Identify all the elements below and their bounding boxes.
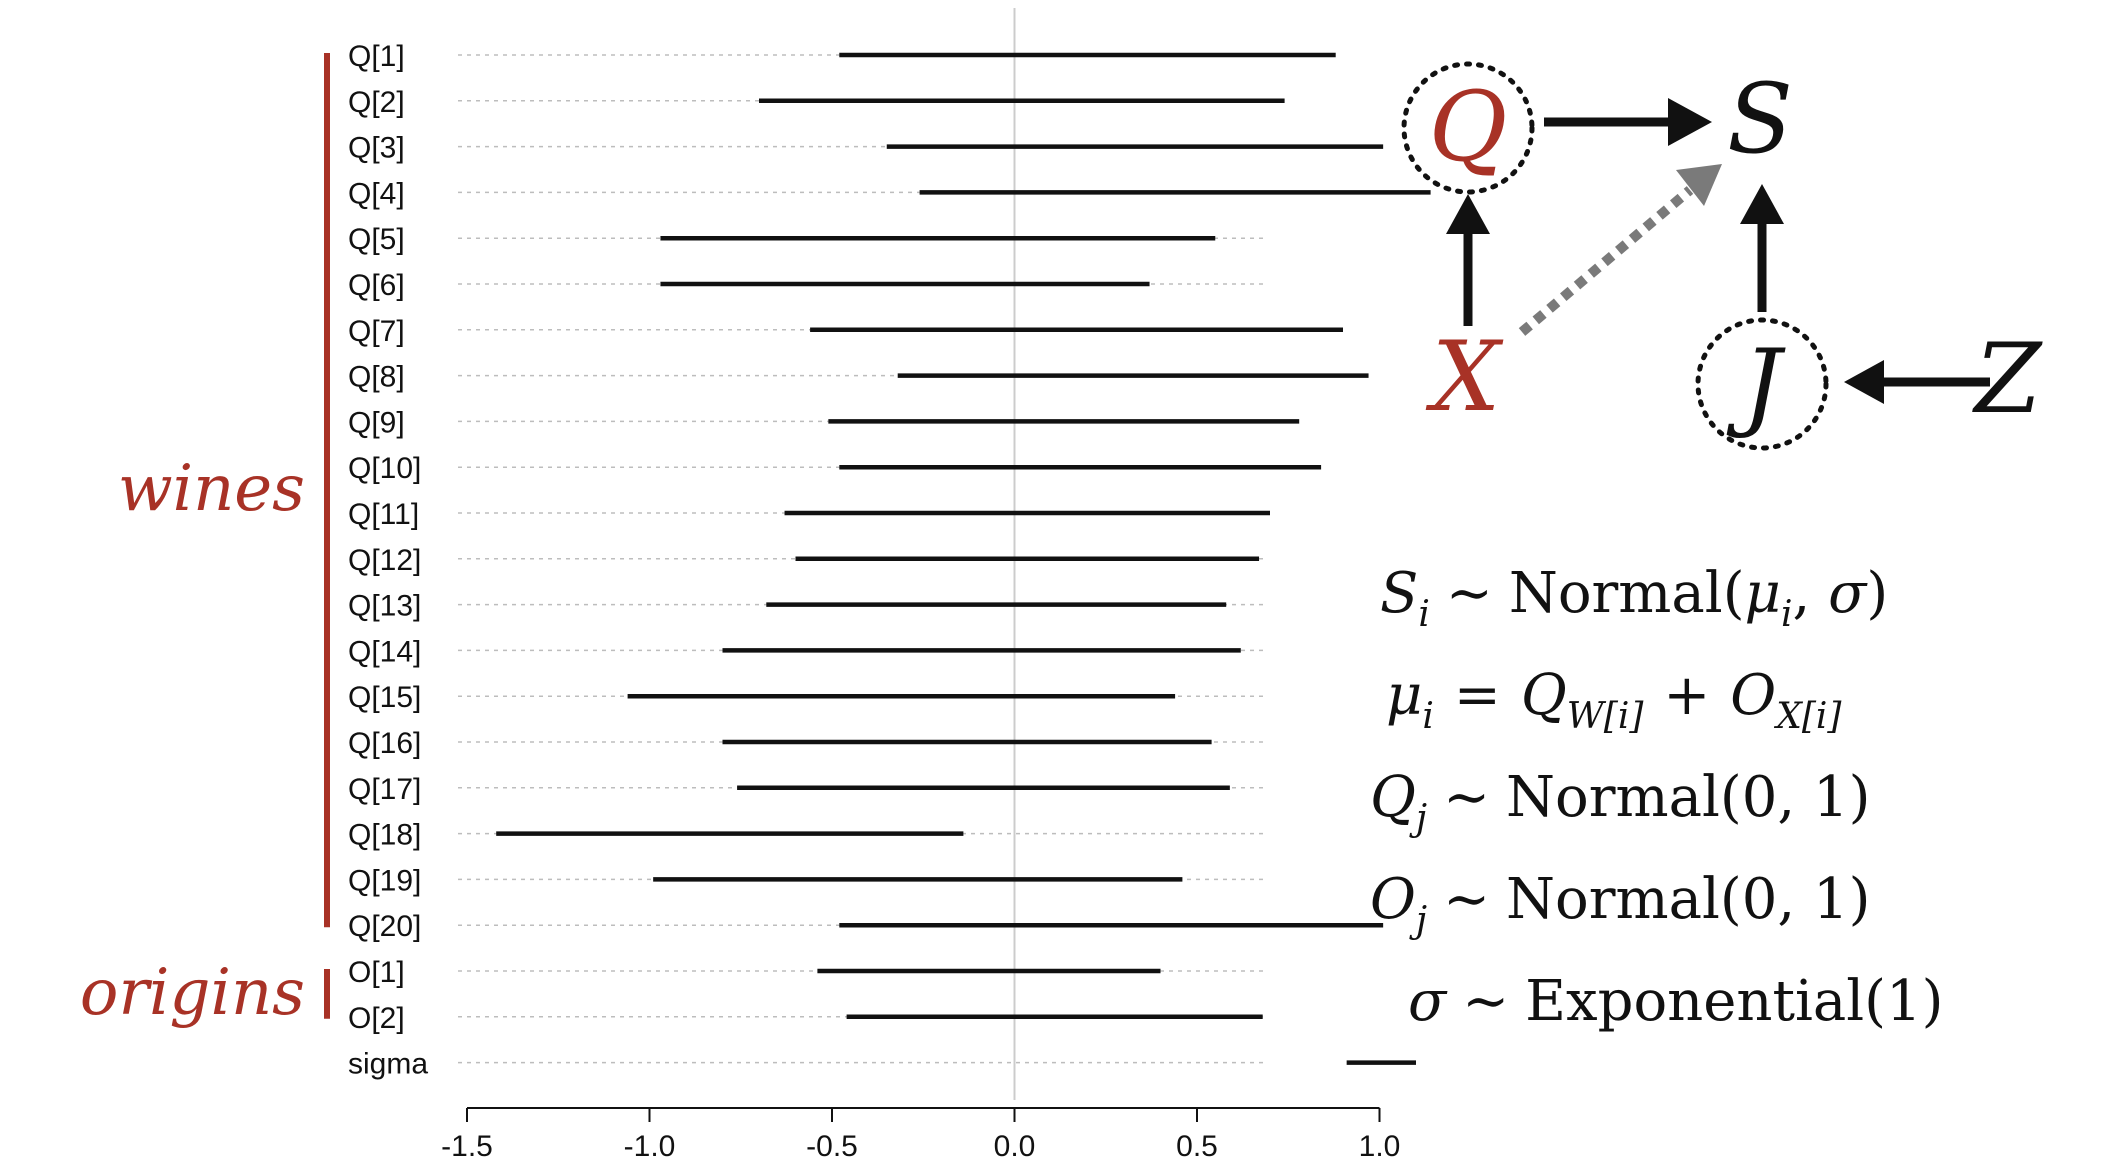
row-label: Q[5] [348, 223, 405, 256]
row-label: Q[2] [348, 86, 405, 119]
row-q18: Q[18] [348, 819, 1265, 852]
row-q4: Q[4] [348, 177, 1431, 210]
x-tick-label: -1.0 [624, 1130, 676, 1163]
node-j: J [1726, 329, 1786, 441]
row-q13: Q[13] [348, 590, 1265, 623]
arrow-x-to-s-dashed [1518, 186, 1694, 336]
row-label: Q[19] [348, 864, 421, 897]
equation-3: Qj ∼ Normal(0, 1) [1370, 765, 1870, 839]
j-node-circle [1695, 317, 1829, 451]
interval-rows: Q[1] Q[2] Q[3] Q[4] Q[5] Q[6] Q[7] Q[8] Q[9] Q[10… [348, 40, 1431, 1081]
x-axis: -1.5 -1.0 -0.5 0.0 0.5 1.0 [441, 1107, 1401, 1163]
group-origins: origins [80, 956, 330, 1030]
group-brackets: wines origins [80, 53, 330, 1030]
equation-1: Si ∼ Normal(μi, σ) [1380, 561, 1888, 635]
node-s: S [1727, 63, 1793, 175]
equation-4: Oj ∼ Normal(0, 1) [1370, 867, 1870, 941]
node-x: X [1425, 321, 1504, 433]
row-o2: O[2] [348, 1002, 1265, 1035]
x-tick-label: -1.5 [441, 1130, 493, 1163]
row-label: Q[4] [348, 177, 405, 210]
arrow-x-to-s-dashed-head [1676, 164, 1722, 206]
row-q20: Q[20] [348, 910, 1384, 943]
equation-5: σ ∼ Exponential(1) [1408, 969, 1944, 1034]
equation-2: μi = QW[i] + OX[i] [1386, 663, 1842, 737]
row-q1: Q[1] [348, 40, 1336, 73]
row-label: Q[6] [348, 269, 405, 302]
row-label: Q[16] [348, 727, 421, 760]
row-label: Q[15] [348, 681, 421, 714]
row-o1: O[1] [348, 956, 1265, 989]
row-label: Q[7] [348, 315, 405, 348]
row-label: Q[8] [348, 361, 405, 394]
row-label: Q[3] [348, 132, 405, 165]
q-node-circle [1401, 61, 1535, 195]
row-q6: Q[6] [348, 269, 1265, 302]
row-q3: Q[3] [348, 132, 1384, 165]
row-sigma: sigma [348, 1048, 1416, 1081]
arrow-j-to-s-head [1740, 184, 1784, 224]
arrow-z-to-j-head [1844, 360, 1884, 404]
interval-chart: Q[1] Q[2] Q[3] Q[4] Q[5] Q[6] Q[7] Q[8] Q[9] Q[10… [80, 8, 1431, 1163]
row-q10: Q[10] [348, 452, 1322, 485]
row-label: Q[17] [348, 773, 421, 806]
row-q16: Q[16] [348, 727, 1265, 760]
row-label: Q[14] [348, 635, 421, 668]
row-q5: Q[5] [348, 223, 1265, 256]
row-q7: Q[7] [348, 315, 1343, 348]
node-q: Q [1429, 71, 1508, 183]
row-q14: Q[14] [348, 635, 1265, 668]
group-label: origins [80, 956, 305, 1030]
row-label: Q[20] [348, 910, 421, 943]
row-q8: Q[8] [348, 361, 1369, 394]
causal-diagram: Q S X J Z [1401, 61, 2044, 451]
row-label: Q[11] [348, 498, 419, 531]
x-tick-label: 1.0 [1359, 1130, 1401, 1163]
row-q19: Q[19] [348, 864, 1265, 897]
row-q15: Q[15] [348, 681, 1265, 714]
x-tick-label: 0.5 [1176, 1130, 1218, 1163]
row-q17: Q[17] [348, 773, 1265, 806]
row-label: Q[18] [348, 819, 421, 852]
row-q12: Q[12] [348, 544, 1265, 577]
model-equations: Si ∼ Normal(μi, σ) μi = QW[i] + OX[i] Qj ∼ Norma… [1370, 561, 1944, 1034]
row-q11: Q[11] [348, 498, 1270, 531]
x-tick-label: -0.5 [806, 1130, 858, 1163]
group-label: wines [118, 452, 305, 526]
row-label: O[2] [348, 1002, 405, 1035]
row-label: Q[1] [348, 40, 405, 73]
row-label: O[1] [348, 956, 405, 989]
row-q2: Q[2] [348, 86, 1285, 119]
row-label: Q[13] [348, 590, 421, 623]
x-tick-label: 0.0 [994, 1130, 1036, 1163]
group-wines: wines [118, 53, 330, 928]
arrow-q-to-s-head [1668, 98, 1712, 146]
row-q9: Q[9] [348, 406, 1300, 439]
row-label: sigma [348, 1048, 428, 1081]
row-label: Q[12] [348, 544, 421, 577]
row-label: Q[10] [348, 452, 421, 485]
arrow-x-to-q-head [1446, 194, 1490, 234]
row-label: Q[9] [348, 406, 405, 439]
